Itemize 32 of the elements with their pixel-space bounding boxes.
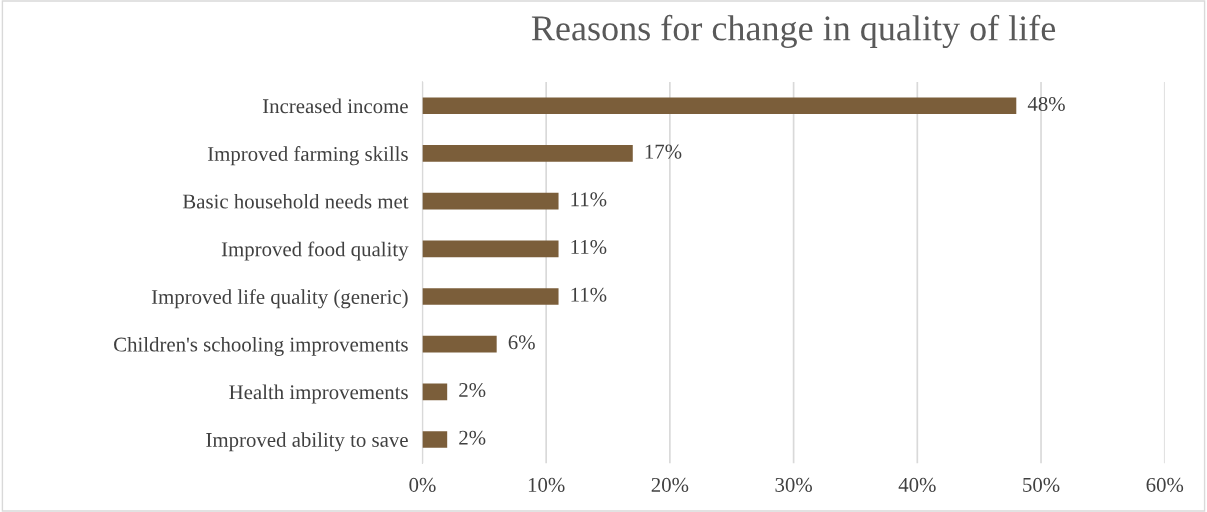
data-label: 2% [459,430,486,445]
x-tick-label: 60% [1146,477,1184,492]
data-label: 11% [571,239,607,255]
x-tick-label: 40% [898,477,936,492]
data-label: 11% [571,287,607,302]
bar [422,97,1017,115]
bar [422,431,448,448]
y-tick-label: Children's schooling improvements [114,336,408,356]
data-label: 6% [508,335,535,350]
y-tick-label: Basic household needs met [182,193,409,209]
x-tick-label: 30% [775,477,812,492]
y-tick-label: Health improvements [229,384,408,404]
y-tick-label: Improved ability to save [206,432,408,452]
x-tick-label: 20% [651,477,689,492]
bar [422,335,497,353]
data-label: 2% [459,383,486,398]
x-tick-label: 50% [1023,477,1060,492]
data-label: 48% [1027,96,1065,112]
y-tick-label: Improved farming skills [207,146,408,166]
bar [422,240,559,258]
y-tick-label: Increased income [262,98,408,114]
data-label: 17% [645,144,682,159]
data-label: 11% [571,192,607,207]
y-tick-label: Improved food quality [221,241,409,261]
bar [422,145,633,162]
bar [422,383,448,401]
x-tick-label: 0% [409,477,436,492]
chart-title: Reasons for change in quality of life [531,14,1056,49]
bar [422,192,559,210]
y-tick-label: Improved life quality (generic) [151,289,408,309]
bar [422,288,559,305]
x-tick-label: 10% [528,477,565,492]
